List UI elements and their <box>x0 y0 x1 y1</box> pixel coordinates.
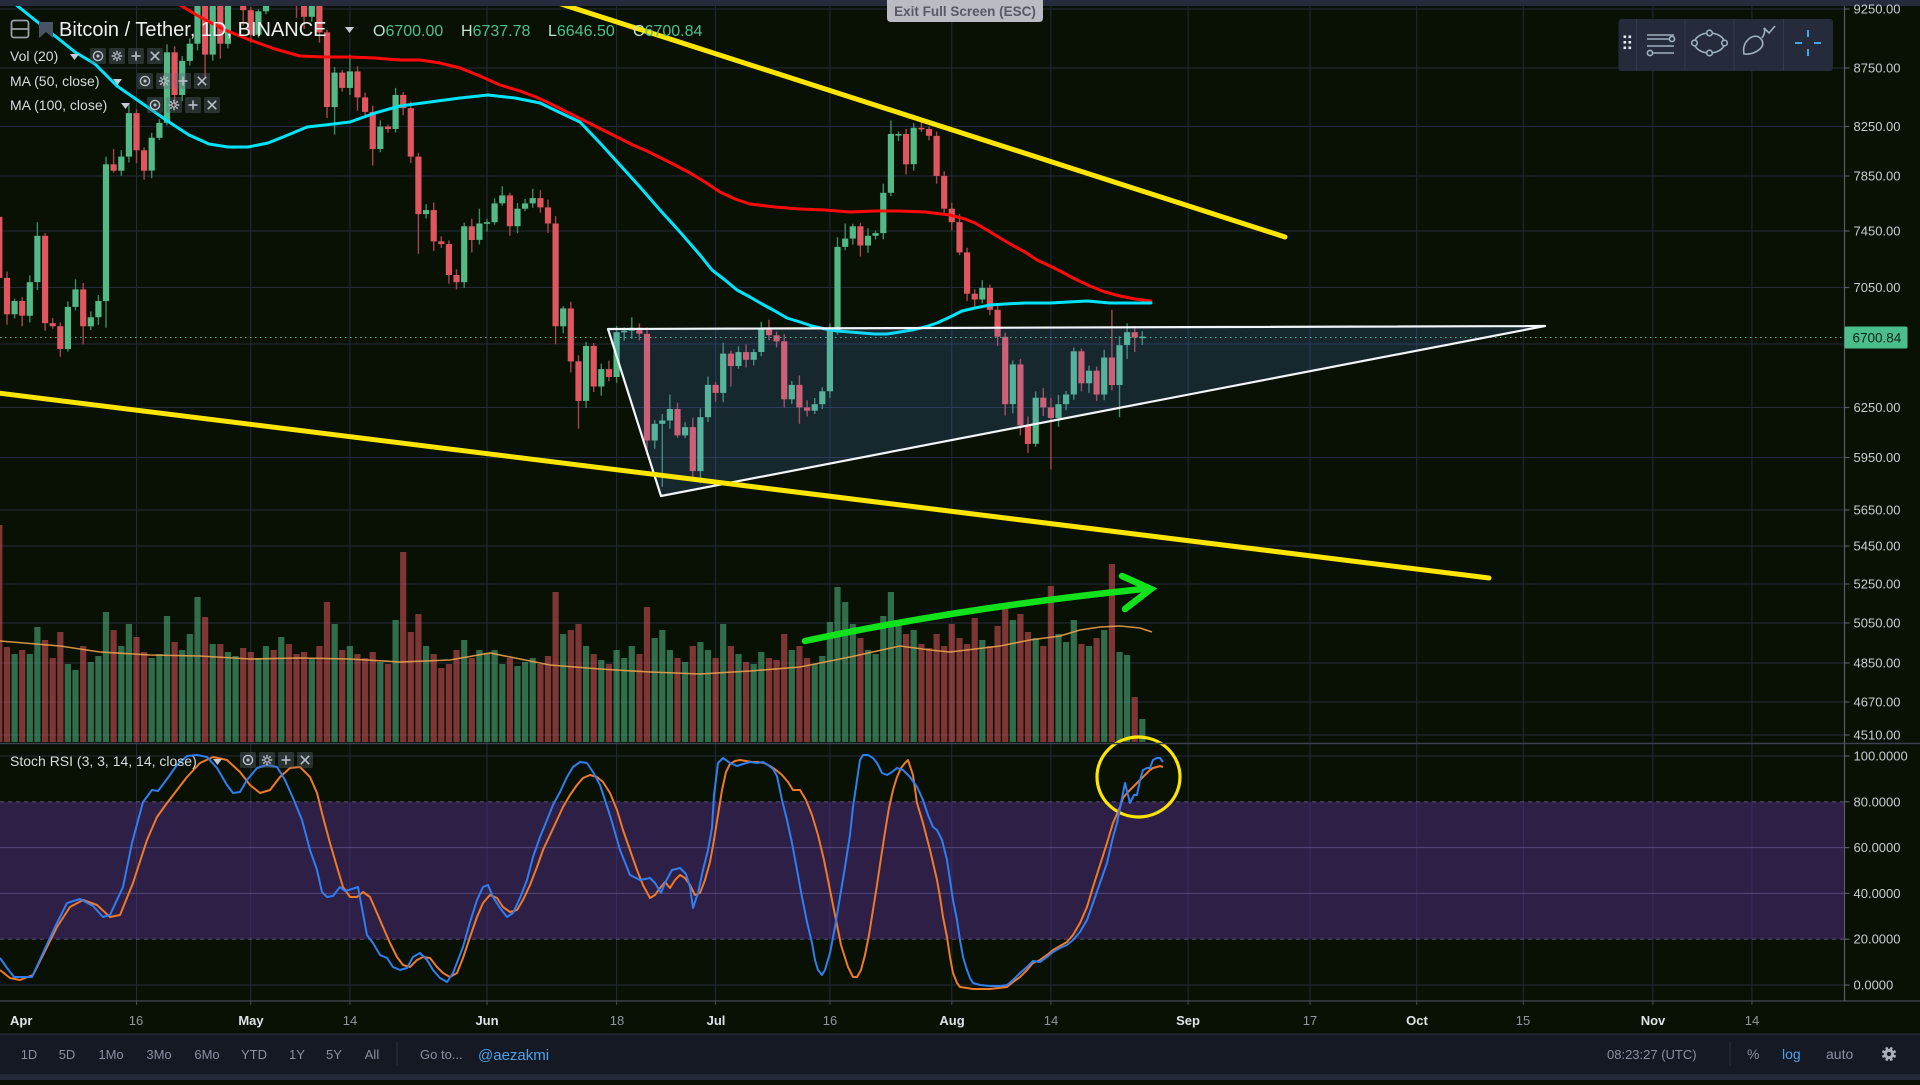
svg-text:YTD: YTD <box>241 1047 267 1062</box>
svg-text:O6700.00: O6700.00 <box>373 23 443 40</box>
svg-text:14: 14 <box>343 1013 357 1028</box>
svg-text:5Y: 5Y <box>326 1047 342 1062</box>
svg-text:H6737.78: H6737.78 <box>461 23 531 40</box>
svg-text:May: May <box>238 1013 264 1028</box>
svg-text:5450.00: 5450.00 <box>1854 539 1901 554</box>
svg-text:5950.00: 5950.00 <box>1854 450 1901 465</box>
svg-text:7850.00: 7850.00 <box>1854 169 1901 184</box>
svg-text:6700.84: 6700.84 <box>1853 331 1902 346</box>
svg-text:5D: 5D <box>59 1047 76 1062</box>
svg-text:80.0000: 80.0000 <box>1854 794 1901 809</box>
svg-text:Jun: Jun <box>475 1013 498 1028</box>
svg-text:Sep: Sep <box>1176 1013 1200 1028</box>
svg-text:Nov: Nov <box>1641 1013 1666 1028</box>
svg-text:8250.00: 8250.00 <box>1854 119 1901 134</box>
svg-text:MA (100, close): MA (100, close) <box>10 97 107 113</box>
svg-text:MA (50, close): MA (50, close) <box>10 73 99 89</box>
svg-text:1D: 1D <box>21 1047 38 1062</box>
svg-text:Vol (20): Vol (20) <box>10 48 58 64</box>
svg-text:Apr: Apr <box>10 1013 32 1028</box>
svg-text:14: 14 <box>1044 1013 1058 1028</box>
svg-text:4510.00: 4510.00 <box>1854 728 1901 743</box>
svg-text:14: 14 <box>1745 1013 1759 1028</box>
svg-text:Oct: Oct <box>1406 1013 1428 1028</box>
svg-text:16: 16 <box>129 1013 143 1028</box>
svg-text:1Y: 1Y <box>289 1047 305 1062</box>
svg-text:8750.00: 8750.00 <box>1854 61 1901 76</box>
svg-text:5050.00: 5050.00 <box>1854 616 1901 631</box>
svg-text:Jul: Jul <box>707 1013 726 1028</box>
svg-text:40.0000: 40.0000 <box>1854 886 1901 901</box>
svg-text:100.0000: 100.0000 <box>1854 749 1908 764</box>
svg-text:5650.00: 5650.00 <box>1854 503 1901 518</box>
svg-text:20.0000: 20.0000 <box>1854 932 1901 947</box>
svg-text:auto: auto <box>1826 1046 1853 1062</box>
svg-text:4670.00: 4670.00 <box>1854 695 1901 710</box>
svg-text:18: 18 <box>610 1013 624 1028</box>
svg-text:%: % <box>1747 1046 1759 1062</box>
svg-text:7450.00: 7450.00 <box>1854 224 1901 239</box>
svg-text:L6646.50: L6646.50 <box>548 23 615 40</box>
svg-text:All: All <box>365 1047 380 1062</box>
svg-text:9250.00: 9250.00 <box>1854 2 1901 17</box>
svg-text:15: 15 <box>1516 1013 1530 1028</box>
svg-text:Bitcoin / Tether, 1D, BINANCE: Bitcoin / Tether, 1D, BINANCE <box>59 19 327 41</box>
svg-text:60.0000: 60.0000 <box>1854 840 1901 855</box>
svg-text:0.0000: 0.0000 <box>1854 978 1894 993</box>
svg-text:Exit Full Screen (ESC): Exit Full Screen (ESC) <box>894 4 1036 19</box>
svg-text:log: log <box>1782 1046 1801 1062</box>
svg-text:C6700.84: C6700.84 <box>633 23 703 40</box>
svg-text:Aug: Aug <box>939 1013 964 1028</box>
svg-text:7050.00: 7050.00 <box>1854 280 1901 295</box>
svg-text:1Mo: 1Mo <box>98 1047 123 1062</box>
svg-text:3Mo: 3Mo <box>146 1047 171 1062</box>
svg-text:17: 17 <box>1303 1013 1317 1028</box>
svg-text:Stoch RSI (3, 3, 14, 14, close: Stoch RSI (3, 3, 14, 14, close) <box>10 753 197 769</box>
svg-text:@aezakmi: @aezakmi <box>478 1047 549 1064</box>
svg-text:08:23:27 (UTC): 08:23:27 (UTC) <box>1607 1047 1697 1062</box>
svg-text:6250.00: 6250.00 <box>1854 400 1901 415</box>
svg-text:5250.00: 5250.00 <box>1854 577 1901 592</box>
svg-text:16: 16 <box>823 1013 837 1028</box>
svg-text:4850.00: 4850.00 <box>1854 656 1901 671</box>
svg-text:Go to...: Go to... <box>420 1047 463 1062</box>
svg-text:6Mo: 6Mo <box>194 1047 219 1062</box>
